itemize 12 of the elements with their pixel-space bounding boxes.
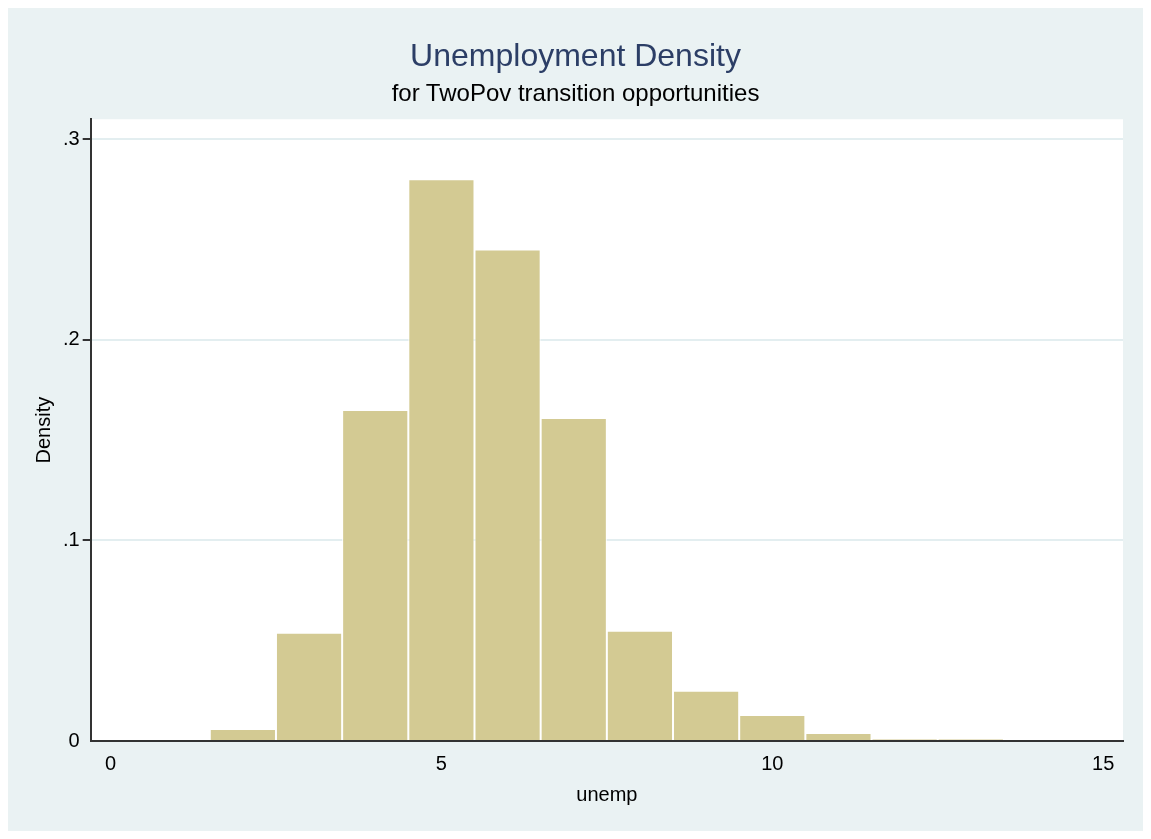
x-tick-label: 0: [104, 751, 117, 774]
chart-title: Unemployment Density: [410, 37, 741, 74]
x-tick-label: 10: [761, 751, 784, 774]
x-tick-label: 5: [435, 751, 447, 774]
chart-subtitle: for TwoPov transition opportunities: [391, 79, 760, 107]
y-tick-label: .3: [62, 126, 80, 149]
x-axis-title: unemp: [576, 782, 638, 805]
y-tick-label: .1: [62, 527, 80, 550]
y-axis-title: Density: [31, 396, 54, 464]
y-tick-label: 0: [68, 728, 80, 751]
x-tick-label: 15: [1092, 751, 1115, 774]
y-tick-label: .2: [62, 327, 80, 350]
